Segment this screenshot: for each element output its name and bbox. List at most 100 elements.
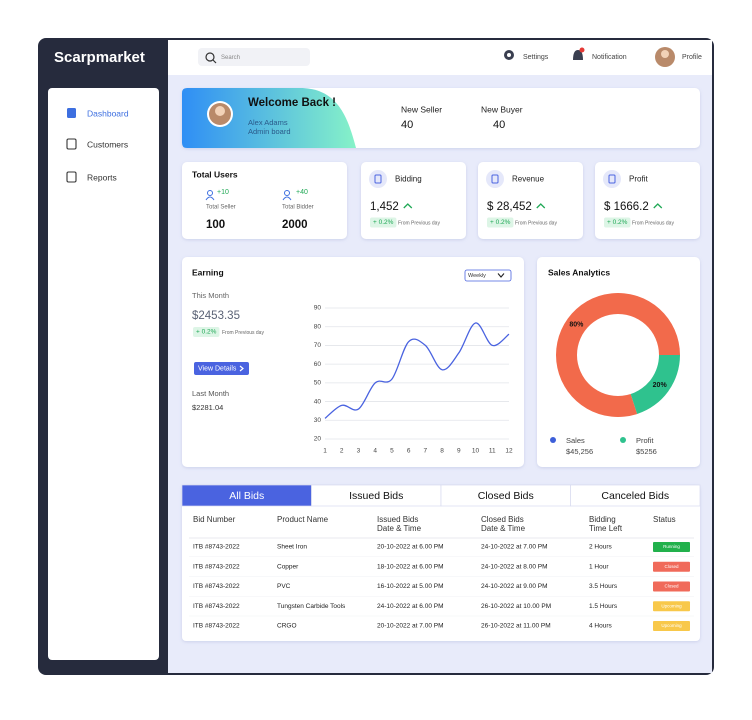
table-cell: ITB #8743-2022 — [193, 544, 240, 551]
change-value: + 0.2% — [373, 219, 394, 226]
y-tick-label: 60 — [314, 361, 322, 368]
menu-item[interactable]: Reports — [87, 172, 117, 182]
status-badge — [653, 621, 690, 631]
status-label: Running — [663, 544, 680, 549]
table-cell: 24-10-2022 at 8.00 PM — [481, 563, 548, 570]
y-tick-label: 40 — [314, 398, 322, 405]
button-arrow — [239, 365, 244, 372]
status-label: Closed — [664, 584, 679, 589]
table-header: Issued Bids — [377, 515, 418, 524]
x-tick-label: 8 — [440, 448, 444, 455]
table-header: Product Name — [277, 515, 329, 524]
card-title: Sales Analytics — [548, 267, 610, 277]
status-label: Upcoming — [661, 603, 682, 608]
up-arrow — [536, 203, 546, 209]
last-month-label: Last Month — [192, 389, 229, 398]
legend-amount: $45,256 — [566, 447, 593, 456]
last-month-value: $2281.04 — [192, 403, 223, 412]
search-icon — [205, 52, 215, 62]
x-tick-label: 4 — [373, 448, 377, 455]
status-label: Upcoming — [661, 623, 682, 628]
profile-avatar — [661, 50, 669, 58]
bid-tab-label: Canceled Bids — [601, 490, 669, 502]
x-tick-label: 5 — [390, 448, 394, 455]
stat-label: New Seller — [401, 104, 442, 114]
table-cell: 20-10-2022 at 6.00 PM — [377, 544, 444, 551]
status-badge — [653, 542, 690, 552]
kpi-icon — [608, 174, 616, 184]
x-tick-label: 6 — [407, 448, 411, 455]
kpi-value: $ 1666.2 — [604, 201, 649, 213]
x-tick-label: 2 — [340, 448, 344, 455]
card-title: Total Users — [192, 169, 238, 179]
table-cell: ITB #8743-2022 — [193, 603, 240, 610]
menu-icon — [66, 171, 77, 183]
table-cell: 26-10-2022 at 11.00 PM — [481, 623, 551, 630]
legend-amount: $5256 — [636, 447, 657, 456]
user-icon — [284, 190, 290, 196]
table-cell: 20-10-2022 at 7.00 PM — [377, 623, 444, 630]
legend-label: Sales — [566, 436, 585, 445]
dropdown-arrow — [497, 273, 505, 278]
card-title: Earning — [192, 267, 224, 277]
table-cell: 1 Hour — [589, 563, 609, 570]
menu-item[interactable]: Dashboard — [87, 108, 129, 118]
table-header: Date & Time — [481, 524, 526, 533]
table-cell: ITB #8743-2022 — [193, 563, 240, 570]
x-tick-label: 11 — [489, 448, 496, 455]
y-tick-label: 50 — [314, 380, 322, 387]
x-tick-label: 10 — [472, 448, 480, 455]
sidebar-panel — [48, 88, 159, 660]
donut-label: 20% — [653, 382, 668, 389]
period-dropdown[interactable] — [464, 269, 512, 282]
view-details-button[interactable] — [194, 362, 249, 375]
kpi-title: Bidding — [395, 175, 422, 184]
user-icon — [207, 190, 213, 196]
kpi-icon — [369, 170, 387, 188]
change-value: + 0.2% — [196, 329, 217, 336]
table-header: Status — [653, 515, 676, 524]
notification-icon[interactable] — [573, 50, 583, 60]
donut-segment — [556, 292, 680, 417]
view-details-label: View Details — [198, 365, 237, 372]
table-cell: 16-10-2022 at 5.00 PM — [377, 583, 444, 590]
status-label: Closed — [664, 564, 679, 569]
user-label: Total Bidder — [282, 205, 314, 211]
user-icon — [205, 196, 215, 201]
table-cell: 4 Hours — [589, 623, 613, 630]
y-tick-label: 70 — [314, 342, 322, 349]
search-icon — [212, 59, 217, 64]
x-tick-label: 7 — [424, 448, 428, 455]
user-value: 2000 — [282, 219, 308, 231]
table-header: Bidding — [589, 515, 616, 524]
user-icon — [282, 196, 292, 201]
x-tick-label: 3 — [357, 448, 361, 455]
kpi-icon — [486, 170, 504, 188]
table-cell: 24-10-2022 at 7.00 PM — [481, 544, 548, 551]
notification-dot — [579, 47, 585, 53]
bid-tab[interactable] — [570, 484, 701, 507]
table-cell: 3.5 Hours — [589, 583, 618, 590]
table-cell: 24-10-2022 at 6.00 PM — [377, 603, 444, 610]
brand: Scarpmarket — [54, 49, 145, 66]
total-users-card — [182, 162, 347, 239]
notification-label: Notification — [592, 54, 627, 61]
welcome-name: Alex Adams — [248, 118, 288, 127]
x-tick-label: 1 — [323, 448, 327, 455]
bids-card — [182, 485, 700, 641]
user-label: Total Seller — [206, 205, 236, 211]
table-header: Bid Number — [193, 515, 236, 524]
search-box[interactable] — [198, 48, 310, 66]
search-placeholder: Search — [221, 55, 240, 61]
change-badge — [487, 217, 514, 228]
menu-item[interactable]: Customers — [87, 139, 128, 149]
welcome-avatar — [215, 106, 225, 116]
legend-label: Profit — [636, 436, 654, 445]
profile-label: Profile — [682, 54, 702, 61]
user-value: 100 — [206, 219, 225, 231]
table-cell: Tungsten Carbide Tools — [277, 603, 346, 610]
table-header: Time Left — [589, 524, 623, 533]
earning-card — [182, 257, 524, 467]
